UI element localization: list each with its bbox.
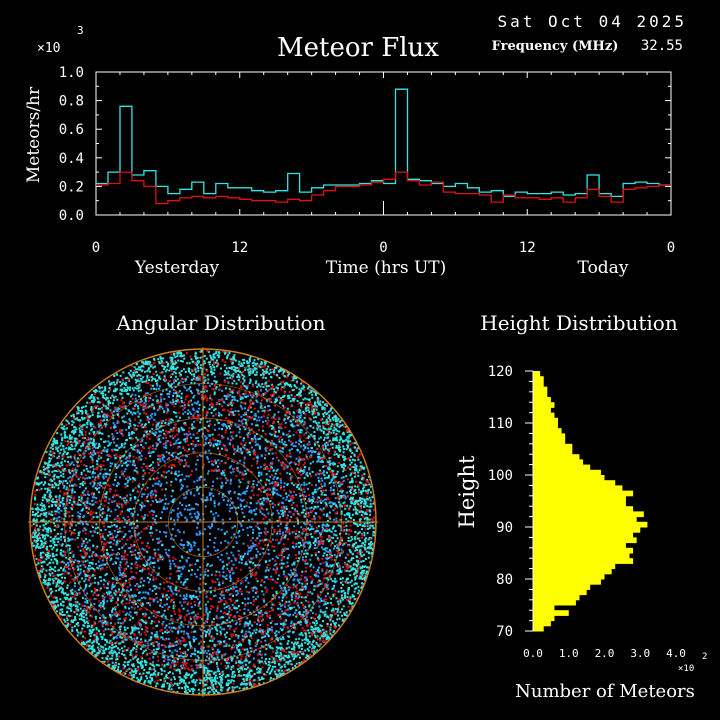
sky-points (30, 349, 376, 695)
height-x-tick-label: 2.0 (595, 647, 615, 660)
date-label: Sat Oct 04 2025 (498, 12, 688, 31)
height-bar (533, 391, 548, 398)
flux-series-cyan (96, 88, 671, 198)
height-bar (533, 553, 630, 559)
height-bar (533, 563, 616, 570)
flux-x-tick-label: 12 (231, 240, 248, 256)
flux-series-red (96, 171, 671, 205)
flux-y-tick-label: 1.0 (59, 65, 84, 81)
height-bar (533, 371, 541, 377)
frequency-label: Frequency (MHz) (492, 39, 619, 54)
sky-series-blue (56, 375, 350, 671)
height-y-tick-label: 90 (496, 520, 513, 536)
height-x-multiplier-base: ×10 (678, 664, 694, 674)
height-x-tick-label: 4.0 (666, 647, 686, 660)
height-bar (533, 558, 634, 564)
height-bar (533, 547, 634, 554)
flux-x-tick-label: 0 (379, 240, 387, 256)
height-bar (533, 605, 555, 611)
height-bar (533, 386, 548, 393)
height-bar (533, 407, 551, 414)
height-bar (533, 412, 555, 419)
height-bar (533, 615, 555, 622)
height-bar (533, 495, 626, 502)
height-bar (533, 376, 544, 382)
height-bar (533, 397, 551, 403)
height-bar (533, 589, 587, 596)
height-bar (533, 490, 634, 497)
flux-y-tick-label: 0.8 (59, 94, 84, 110)
flux-x-tick-label: 0 (92, 240, 100, 256)
height-bar (533, 537, 637, 544)
height-bar (533, 521, 648, 528)
height-bar (533, 464, 591, 471)
height-y-tick-label: 100 (488, 468, 513, 484)
flux-y-tick-label: 0.0 (59, 208, 84, 224)
sky-series-red (30, 349, 376, 695)
height-bar (533, 568, 612, 575)
height-bar (533, 542, 626, 549)
flux-x-tick-label: 0 (667, 240, 675, 256)
height-bar (533, 402, 555, 408)
height-y-tick-label: 120 (488, 364, 513, 380)
height-bar (533, 433, 566, 440)
height-y-tick-label: 70 (496, 624, 513, 640)
height-x-axis-label: Number of Meteors (515, 681, 695, 702)
height-bar (533, 584, 591, 590)
height-bar (533, 527, 641, 533)
height-bar (533, 469, 601, 476)
height-bar (533, 532, 634, 538)
page-title: Meteor Flux (277, 33, 439, 63)
flux-y-tick-label: 0.4 (59, 151, 84, 167)
flux-y-axis-label: Meteors/hr (24, 86, 44, 183)
day-label-yesterday: Yesterday (134, 258, 220, 278)
height-y-axis-label: Height (455, 455, 479, 528)
height-bar (533, 594, 580, 601)
height-x-tick-label: 3.0 (630, 647, 650, 660)
height-bar (533, 610, 569, 616)
height-bar (533, 438, 566, 445)
height-bar (533, 506, 634, 512)
height-bar (533, 620, 551, 627)
height-bar (533, 381, 544, 388)
height-bar (533, 417, 559, 424)
y-multiplier-base: ×10 (37, 41, 60, 56)
y-multiplier-exponent: 3 (77, 24, 84, 37)
flux-x-tick-label: 12 (519, 240, 536, 256)
angular-title: Angular Distribution (116, 311, 326, 335)
height-bar (533, 579, 601, 585)
flux-y-tick-label: 0.6 (59, 122, 84, 138)
height-bar (533, 573, 605, 580)
height-x-tick-label: 0.0 (523, 647, 543, 660)
height-bar (533, 459, 584, 466)
height-bar (533, 454, 580, 460)
flux-y-tick-label: 0.2 (59, 179, 84, 195)
height-bar (533, 423, 559, 429)
flux-x-axis-label: Time (hrs UT) (326, 258, 447, 278)
day-label-today: Today (578, 258, 629, 278)
height-bar (533, 449, 573, 455)
height-bar (533, 516, 637, 523)
height-bar (533, 480, 616, 486)
height-bar (533, 511, 644, 518)
height-y-tick-label: 80 (496, 572, 513, 588)
height-x-tick-label: 1.0 (559, 647, 579, 660)
height-bar (533, 428, 562, 434)
angular-distribution-chart (28, 347, 378, 697)
height-distribution-chart: 70 80 90 100 110 120 0.0 1.0 2.0 3.0 4.0 (488, 364, 686, 660)
flux-chart: Meteors/hr Yesterday Time (hrs UT) Today… (24, 65, 675, 278)
height-bar (533, 501, 626, 507)
height-bar (533, 625, 544, 632)
sky-series-cyan (31, 350, 376, 695)
height-bar (533, 443, 573, 450)
height-bar (533, 599, 576, 606)
height-y-tick-label: 110 (488, 416, 513, 432)
frequency-value: 32.55 (641, 38, 683, 54)
height-bar (533, 485, 623, 492)
height-bar (533, 475, 605, 481)
height-x-multiplier-exponent: 2 (702, 652, 707, 662)
height-title: Height Distribution (480, 311, 678, 335)
